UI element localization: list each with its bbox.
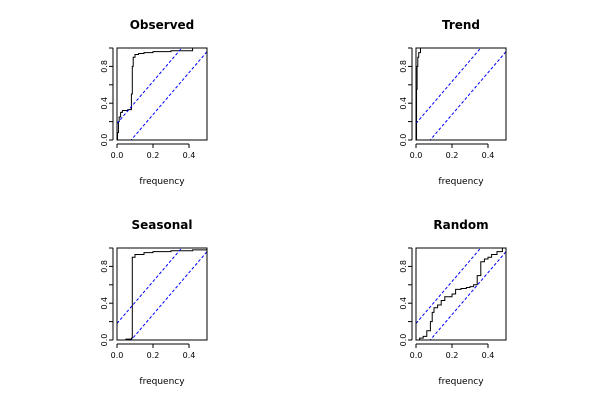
panel-title: Random [433,218,488,232]
cumulative-periodogram-line [416,48,506,140]
panel-title: Seasonal [131,218,192,232]
x-tick-label: 0.2 [147,351,160,360]
confidence-band-line-1 [416,48,482,124]
y-tick-label: 0.0 [399,134,408,147]
confidence-band-line-1 [117,48,183,124]
y-tick-label: 0.4 [399,297,408,310]
x-tick-label: 0.0 [111,151,124,160]
x-tick-label: 0.0 [111,351,124,360]
x-tick-label: 0.2 [446,351,459,360]
y-tick-label: 0.4 [399,97,408,110]
plot-frame [116,47,208,141]
y-tick-label: 0.8 [399,60,408,73]
panel-observed: Observed 0.0 0.2 0.4 0.0 0.4 0.8 frequency [100,18,208,187]
y-tick-label: 0.8 [100,260,109,273]
confidence-band-line-1 [117,248,183,324]
panel-trend: Trend 0.0 0.2 0.4 0.0 0.4 0.8 frequency [399,18,507,187]
plot-frame [415,247,507,341]
x-tick-label: 0.4 [183,351,196,360]
confidence-band-line-1 [416,248,482,324]
cumulative-periodogram-line [416,248,506,340]
y-tick-label: 0.4 [100,297,109,310]
panel-title: Trend [442,18,480,32]
confidence-band-line-2 [130,51,207,140]
confidence-band-line-2 [130,251,207,340]
x-axis-label: frequency [139,177,185,187]
y-tick-label: 0.0 [100,334,109,347]
y-tick-label: 0.8 [399,260,408,273]
y-tick-label: 0.0 [100,134,109,147]
panel-title: Observed [130,18,195,32]
y-tick-label: 0.4 [100,97,109,110]
y-tick-label: 0.0 [399,334,408,347]
confidence-band-line-2 [429,51,506,140]
cumulative-periodogram-line [117,48,207,140]
x-tick-label: 0.4 [183,151,196,160]
x-tick-label: 0.0 [410,151,423,160]
panel-seasonal: Seasonal 0.0 0.2 0.4 0.0 0.4 0.8 frequency [100,218,208,387]
cumulative-periodogram-line [117,249,207,340]
x-tick-label: 0.2 [446,151,459,160]
plot-frame [116,247,208,341]
confidence-band-line-2 [429,251,506,340]
x-axis-label: frequency [438,177,484,187]
plot-frame [415,47,507,141]
x-tick-label: 0.4 [482,151,495,160]
panel-random: Random 0.0 0.2 0.4 0.0 0.4 0.8 frequency [399,218,507,387]
y-tick-label: 0.8 [100,60,109,73]
x-tick-label: 0.0 [410,351,423,360]
x-tick-label: 0.4 [482,351,495,360]
x-axis-label: frequency [438,377,484,387]
x-tick-label: 0.2 [147,151,160,160]
x-axis-label: frequency [139,377,185,387]
